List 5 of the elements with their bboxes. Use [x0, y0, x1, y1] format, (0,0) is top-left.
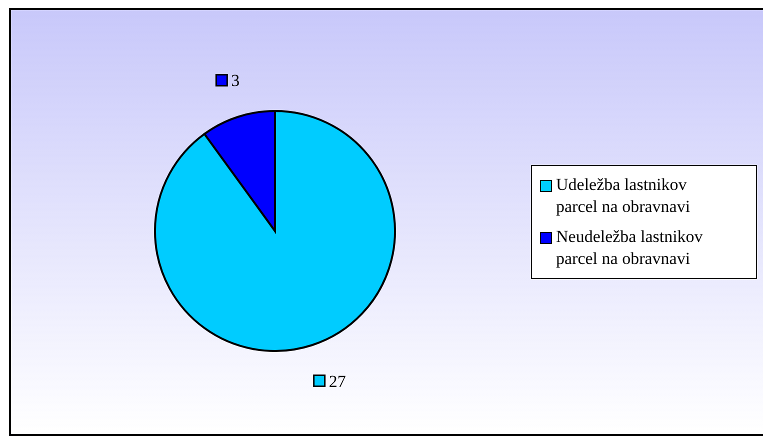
legend-label: Neudeležba lastnikov parcel na obravnavi [556, 226, 704, 270]
legend-label: Udeležba lastnikov parcel na obravnavi [556, 174, 692, 218]
data-label: 3 [231, 71, 240, 90]
pie-slice [154, 110, 396, 352]
data-label: 27 [328, 372, 346, 391]
